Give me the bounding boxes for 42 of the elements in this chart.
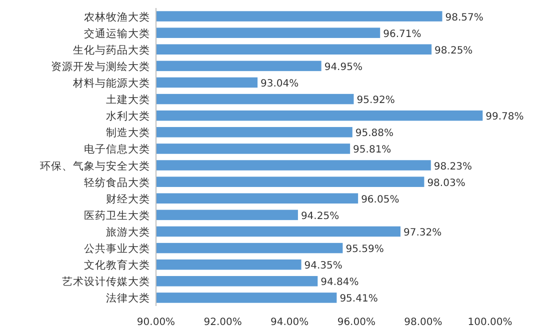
x-tick-label: 94.00% [270, 317, 309, 328]
y-tick-label: 法律大类 [106, 292, 150, 305]
y-tick-label: 旅游大类 [106, 226, 150, 238]
y-tick-label: 公共事业大类 [84, 242, 150, 256]
y-tick-label: 资源开发与测绘大类 [51, 60, 150, 73]
y-tick-label: 制造大类 [106, 126, 150, 140]
data-label: 95.81% [353, 144, 392, 156]
y-tick-label: 文化教育大类 [84, 258, 150, 272]
data-label: 98.57% [445, 12, 484, 24]
y-tick-label: 生化与药品大类 [73, 43, 150, 56]
x-tick-label: 92.00% [204, 317, 242, 328]
data-label: 94.35% [304, 260, 342, 272]
y-tick-label: 轻纺食品大类 [84, 176, 150, 189]
data-label: 96.71% [383, 28, 422, 40]
y-tick-label: 农林牧渔大类 [84, 10, 150, 24]
x-tick-label: 100.00% [468, 317, 512, 328]
y-tick-label: 交通运输大类 [84, 26, 150, 40]
data-label: 95.41% [340, 294, 378, 305]
y-tick-label: 财经大类 [106, 192, 150, 206]
y-tick-label: 医药卫生大类 [84, 208, 150, 222]
data-label: 98.25% [434, 45, 473, 56]
x-tick-label: 90.00% [136, 317, 176, 328]
y-tick-label: 水利大类 [106, 110, 150, 123]
data-label: 95.88% [355, 128, 394, 140]
y-tick-label: 艺术设计传媒大类 [62, 275, 150, 288]
y-tick-label: 电子信息大类 [84, 142, 150, 156]
data-label: 96.05% [361, 194, 400, 206]
x-tick-label: 98.00% [404, 317, 442, 328]
data-label: 95.59% [346, 244, 384, 256]
data-label: 94.25% [300, 210, 340, 222]
data-label: 94.84% [320, 277, 359, 288]
data-label: 95.92% [356, 95, 395, 106]
data-label: 94.95% [324, 62, 362, 73]
data-label: 97.32% [403, 228, 442, 238]
y-tick-label: 土建大类 [106, 93, 150, 106]
data-label: 98.03% [427, 178, 466, 189]
data-label: 98.23% [434, 161, 472, 172]
y-tick-label: 材料与能源大类 [72, 76, 150, 90]
data-label: 99.78% [486, 112, 524, 123]
y-tick-label: 环保、气象与安全大类 [40, 159, 150, 172]
data-label: 93.04% [260, 78, 299, 90]
x-tick-label: 96.00% [337, 317, 376, 328]
